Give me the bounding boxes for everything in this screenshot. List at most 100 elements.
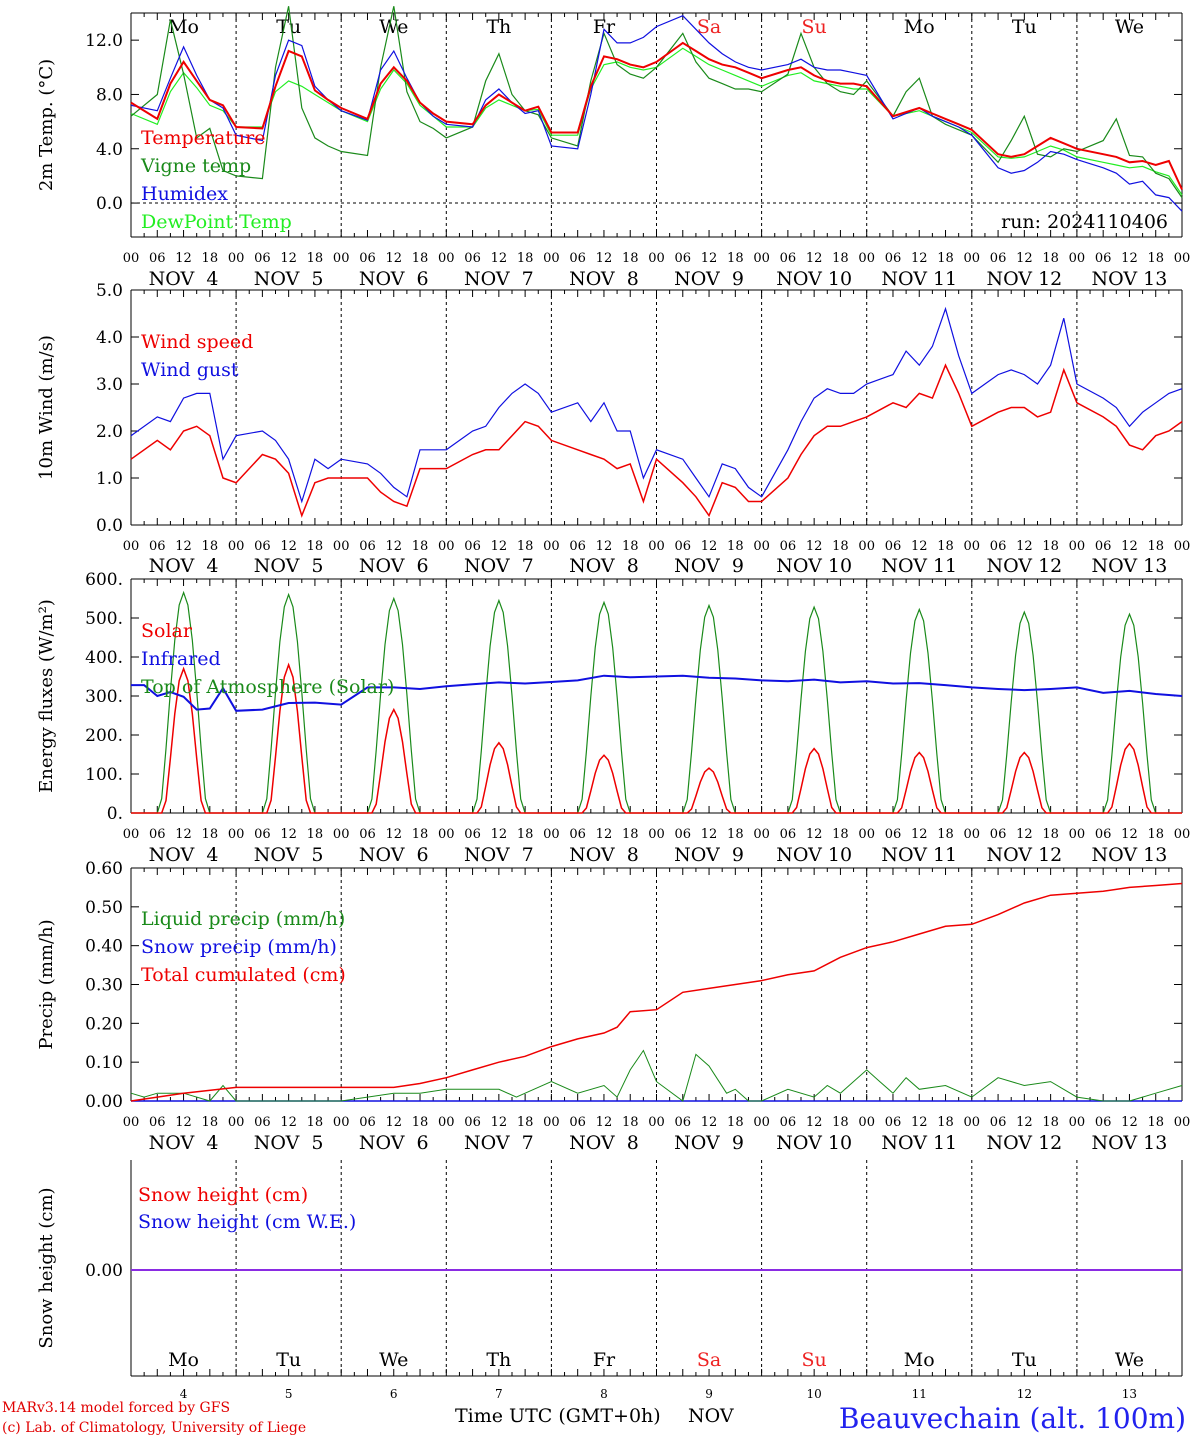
date-label: NOV 5 [254,844,324,866]
date-label: NOV 5 [254,268,324,290]
hour-tick-label: 06 [149,827,166,842]
wind-plot: Wind speed Wind gust [130,306,1183,518]
date-label: NOV 11 [881,268,957,290]
hour-tick-label: 12 [1016,539,1033,554]
hour-tick-label: 12 [280,1115,297,1130]
date-label: NOV 4 [149,268,219,290]
hour-tick-label: 06 [254,827,271,842]
day-number: 12 [1017,1387,1032,1401]
hour-tick-label: 06 [990,827,1007,842]
hour-tick-label: 06 [464,827,481,842]
date-label: NOV 9 [674,268,744,290]
hour-tick-label: 18 [412,827,429,842]
hour-tick-label: 00 [858,251,875,266]
y-axis-ticks-2: 0. 100. 200. 300. 400. 500. 600. Energy fluxes … [36,570,1182,824]
y-tick-label: 0.00 [85,1092,123,1112]
hour-tick-label: 06 [780,1115,797,1130]
hour-tick-label: 12 [280,251,297,266]
day-number: 6 [390,1387,398,1401]
hour-tick-label: 18 [307,251,324,266]
hour-tick-label: 18 [517,827,534,842]
hour-tick-label: 18 [622,539,639,554]
date-label: NOV 7 [464,268,534,290]
hour-tick-label: 00 [1069,539,1086,554]
hour-tick-label: 12 [491,1115,508,1130]
hour-tick-label: 12 [596,539,613,554]
hour-tick-label: 12 [385,251,402,266]
hour-tick-label: 18 [832,539,849,554]
hour-tick-label: 18 [1042,251,1059,266]
y-tick-label: 0.20 [85,1014,123,1034]
hour-tick-label: 06 [254,1115,271,1130]
y-axis-label: Snow height (cm) [36,1187,57,1348]
y-tick-label: 400. [85,648,123,668]
y-tick-label: 0.60 [85,859,123,879]
hour-tick-label: 12 [911,1115,928,1130]
hour-tick-label: 06 [149,251,166,266]
date-label: NOV 10 [776,1132,852,1154]
weekday-label: Su [802,16,827,38]
hour-tick-label: 06 [1095,1115,1112,1130]
hour-tick-label: 00 [228,827,245,842]
hour-tick-label: 06 [1095,251,1112,266]
weekday-label: Mo [904,16,935,38]
hour-tick-label: 18 [307,827,324,842]
hour-tick-label: 06 [885,539,902,554]
energy-plot: Solar Infrared Top of Atmosphere (Solar) [131,590,1183,814]
hour-tick-label: 12 [701,827,718,842]
legend-entry: Temperature [141,127,265,149]
hour-tick-label: 18 [622,1115,639,1130]
y-tick-label: 12.0 [85,31,123,51]
weekday-label: Sa [697,16,721,38]
y-tick-label: 100. [85,765,123,785]
hour-tick-label: 18 [517,1115,534,1130]
station-name: Beauvechain (alt. 100m) [838,1402,1186,1435]
hour-tick-label: 18 [202,251,219,266]
y-tick-label: 0. [107,804,123,824]
hour-tick-label: 06 [885,1115,902,1130]
hour-tick-label: 18 [937,1115,954,1130]
hour-tick-label: 00 [1069,251,1086,266]
hour-tick-label: 00 [333,539,350,554]
hour-tick-label: 00 [964,827,981,842]
hour-tick-label: 18 [832,251,849,266]
hour-tick-label: 00 [648,251,665,266]
y-tick-label: 0.40 [85,937,123,957]
hour-tick-label: 18 [1147,539,1164,554]
lab-credit: (c) Lab. of Climatology, University of L… [2,1420,307,1436]
series-line-wind-gust [130,306,1183,504]
day-number: 8 [600,1387,608,1401]
hour-tick-label: 00 [753,1115,770,1130]
hour-tick-label: 06 [359,827,376,842]
weekday-label: Mo [168,1349,199,1371]
y-axis-label: Precip (mm/h) [36,919,57,1049]
hour-tick-label: 06 [780,539,797,554]
hour-tick-label: 12 [280,539,297,554]
hour-tick-label: 00 [123,1115,140,1130]
hour-tick-label: 12 [596,251,613,266]
hour-tick-label: 18 [937,827,954,842]
legend-entry: Vigne temp [140,155,251,177]
time-axis-title: Time UTC (GMT+0h) [455,1405,661,1427]
hour-tick-label: 18 [1147,251,1164,266]
hour-tick-label: 00 [438,539,455,554]
y-tick-label: 300. [85,687,123,707]
hour-tick-label: 06 [464,539,481,554]
hour-tick-label: 12 [701,1115,718,1130]
y-axis-ticks-3: 0.00 0.10 0.20 0.30 0.40 0.50 0.60 Precip (mm/h… [36,859,1182,1112]
temperature-plot: Mo Tu We Th Fr Sa Su Mo Tu We Temperature Vigne tem… [130,6,1183,233]
day-number: 7 [495,1387,503,1401]
hour-tick-label: 06 [990,251,1007,266]
hour-tick-label: 06 [569,251,586,266]
date-label: NOV 11 [881,555,957,577]
hour-tick-label: 06 [675,539,692,554]
weekday-label: Sa [697,1349,721,1371]
hour-tick-label: 18 [517,539,534,554]
hour-tick-label: 12 [175,251,192,266]
hour-tick-label: 06 [1095,827,1112,842]
day-number: 4 [180,1387,188,1401]
weekday-label: Tu [1012,16,1037,38]
hour-tick-label: 12 [385,1115,402,1130]
date-label: NOV 9 [674,1132,744,1154]
hour-tick-label: 12 [596,827,613,842]
